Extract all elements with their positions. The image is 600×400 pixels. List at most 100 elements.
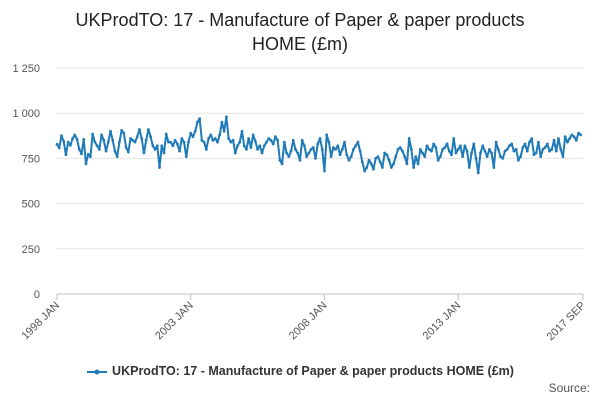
data-point (465, 149, 469, 153)
data-point (496, 147, 500, 151)
data-point (178, 149, 181, 153)
data-point (360, 160, 364, 164)
x-tick-label: 2013 JAN (421, 300, 464, 343)
data-point (314, 157, 317, 160)
data-point (539, 155, 543, 158)
data-point (445, 142, 449, 146)
data-point (240, 129, 244, 133)
data-point (200, 138, 204, 142)
data-point (541, 147, 545, 151)
data-point (349, 155, 353, 158)
data-point (129, 137, 132, 140)
data-point (222, 129, 226, 133)
data-point (430, 149, 433, 153)
data-point (365, 166, 369, 169)
data-point (120, 128, 124, 132)
data-point (398, 146, 402, 149)
data-point (508, 144, 511, 148)
data-point (503, 149, 507, 153)
data-point (68, 143, 72, 147)
data-point (474, 157, 478, 160)
data-point (80, 152, 83, 156)
data-point (258, 144, 262, 148)
data-point (167, 140, 170, 144)
data-point (260, 151, 264, 155)
data-point (554, 149, 558, 153)
data-point (385, 153, 389, 157)
data-point (84, 162, 88, 166)
data-point (472, 142, 476, 146)
data-point (245, 147, 248, 151)
data-point (311, 146, 315, 149)
data-point (577, 131, 580, 135)
data-point (438, 155, 442, 158)
x-axis: 1998 JAN 2003 JAN 2008 JAN 2013 JAN 2017 SEP (19, 293, 588, 343)
data-point (75, 138, 79, 141)
data-point (441, 147, 444, 151)
data-point (91, 132, 95, 136)
data-point (169, 140, 173, 144)
data-point (316, 142, 320, 146)
series-group (55, 115, 583, 175)
legend[interactable]: UKProdTO: 17 - Manufacture of Paper & pa… (0, 364, 600, 378)
data-point (287, 155, 291, 158)
data-point (559, 147, 563, 151)
data-point (452, 137, 456, 140)
data-point (164, 132, 168, 136)
data-point (363, 169, 366, 173)
chart-title-line-1: UKProdTO: 17 - Manufacture of Paper & pa… (75, 10, 525, 30)
y-tick-label: 0 (34, 289, 40, 301)
data-point (60, 134, 63, 138)
data-point (282, 140, 286, 144)
data-point (432, 142, 436, 146)
data-point (409, 147, 413, 151)
data-point (528, 140, 531, 144)
data-point (95, 144, 99, 148)
data-point (387, 158, 391, 162)
data-point (209, 133, 213, 137)
data-point (561, 155, 565, 158)
data-point (329, 155, 333, 158)
data-point (280, 162, 284, 166)
y-tick-label: 750 (22, 153, 40, 165)
data-point (106, 140, 110, 144)
data-point (510, 142, 514, 146)
data-point (300, 138, 304, 142)
data-point (124, 146, 128, 149)
data-point (579, 133, 583, 137)
data-point (548, 149, 551, 153)
data-point (487, 147, 491, 151)
data-point (343, 140, 346, 144)
data-point (251, 133, 255, 137)
x-tick-label: 2008 JAN (287, 300, 330, 343)
data-point (403, 155, 407, 158)
data-point (570, 133, 574, 137)
data-point (563, 135, 567, 139)
data-point (115, 155, 119, 158)
data-point (291, 138, 295, 142)
data-point (204, 147, 208, 151)
data-point (352, 147, 355, 151)
data-point (347, 158, 351, 162)
data-point (327, 140, 331, 144)
data-point (532, 153, 536, 157)
data-point (227, 137, 231, 140)
data-point (109, 129, 112, 133)
data-point (407, 137, 411, 140)
data-point (436, 158, 440, 162)
data-point (470, 151, 473, 155)
chart-title-line-2: HOME (£m) (252, 34, 348, 54)
data-point (545, 142, 549, 146)
data-point (421, 151, 424, 155)
data-point (537, 140, 540, 144)
data-point (135, 135, 139, 139)
data-point (456, 147, 460, 151)
data-point (175, 142, 179, 146)
data-point (490, 151, 494, 155)
y-tick-label: 1 250 (12, 63, 40, 75)
data-point (211, 138, 215, 142)
y-axis: 0 250 500 750 1 000 1 250 (12, 63, 40, 301)
data-point (354, 144, 358, 148)
data-point (274, 135, 277, 139)
